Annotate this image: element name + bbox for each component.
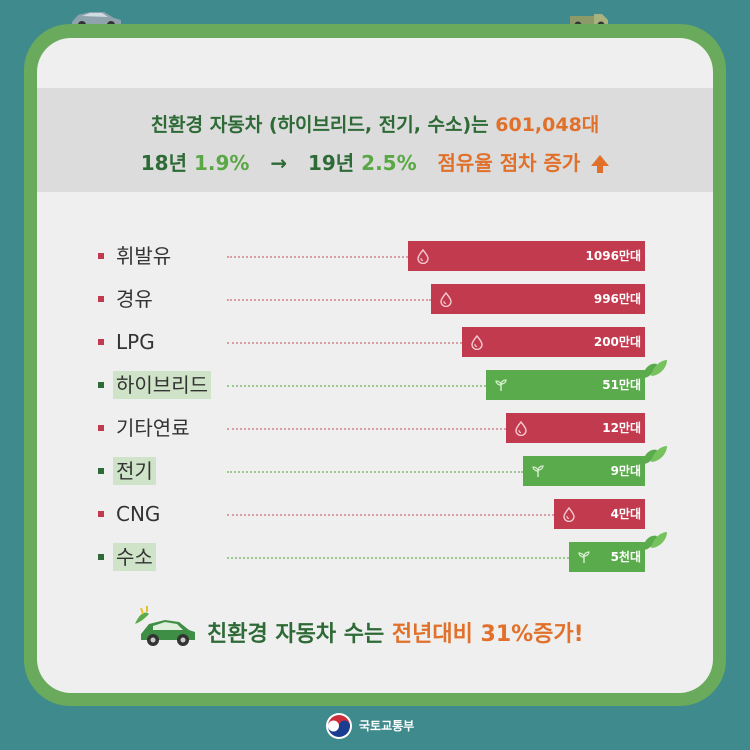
vehicle-type-label: 전기	[113, 457, 156, 485]
vehicle-type-label: LPG	[116, 330, 155, 354]
right-arrow-icon: →	[270, 151, 288, 175]
header-banner	[37, 88, 713, 192]
fuel-drop-icon	[513, 420, 529, 437]
vehicle-count-value: 9만대	[610, 464, 641, 478]
headline-prefix: 친환경 자동차 (하이브리드, 전기, 수소)는	[150, 114, 496, 136]
leaf-icon	[641, 442, 669, 466]
bullet-marker	[98, 511, 104, 517]
fuel-drop-icon	[469, 334, 485, 351]
bullet-marker	[98, 425, 104, 431]
year-18-share: 1.9%	[193, 151, 250, 175]
eco-car-icon	[135, 606, 195, 646]
vehicle-count-bar: 1096만대	[408, 241, 645, 271]
footer-prefix: 친환경 자동차 수는	[207, 622, 392, 647]
vehicle-row: 수소 5천대	[37, 532, 713, 572]
leaf-icon	[641, 356, 669, 380]
vehicle-row: 전기 9만대	[37, 446, 713, 486]
leader-dots	[227, 428, 506, 430]
vehicle-count-value: 51만대	[602, 378, 641, 392]
vehicle-type-label: 기타연료	[116, 416, 190, 440]
fuel-drop-icon	[561, 506, 577, 523]
ministry-logo: 국토교통부	[325, 712, 435, 740]
vehicle-count-value: 5천대	[610, 550, 641, 564]
vehicle-row: CNG 4만대	[37, 499, 713, 529]
vehicle-count-bar: 5천대	[569, 542, 645, 572]
fuel-drop-icon	[415, 248, 431, 265]
footer-growth: 전년대비 31%증가!	[391, 622, 584, 647]
vehicle-row: 휘발유 1096만대	[37, 241, 713, 271]
vehicle-row: 하이브리드 51만대	[37, 360, 713, 400]
vehicle-count-value: 4만대	[610, 507, 641, 521]
headline-total: 친환경 자동차 (하이브리드, 전기, 수소)는 601,048대	[37, 110, 713, 137]
year-19-share: 2.5%	[361, 151, 417, 175]
taegeuk-emblem-icon	[326, 713, 352, 739]
vehicle-count-value: 200만대	[593, 335, 641, 349]
arrow-up-icon	[591, 155, 610, 173]
bullet-marker	[98, 554, 104, 560]
vehicle-count-value: 12만대	[602, 421, 641, 435]
bullet-marker	[98, 253, 104, 259]
vehicle-count-bar: 200만대	[462, 327, 645, 357]
vehicle-type-label: 하이브리드	[113, 371, 211, 399]
sprout-icon	[493, 377, 509, 393]
content-card: 친환경 자동차 (하이브리드, 전기, 수소)는 601,048대 18년 1.…	[37, 38, 713, 693]
vehicle-count-bar: 9만대	[523, 456, 645, 486]
leader-dots	[227, 342, 462, 344]
footer-summary: 친환경 자동차 수는 전년대비 31%증가!	[207, 616, 584, 648]
leader-dots	[227, 299, 431, 301]
bullet-marker	[98, 382, 104, 388]
vehicle-type-label: 수소	[113, 543, 156, 571]
vehicle-count-value: 996만대	[593, 292, 641, 306]
vehicle-count-bar: 51만대	[486, 370, 645, 400]
vehicle-count-bar: 4만대	[554, 499, 645, 529]
vehicle-row: 기타연료 12만대	[37, 413, 713, 443]
vehicle-type-label: 경유	[116, 287, 153, 311]
ministry-name: 국토교통부	[359, 719, 415, 733]
vehicle-type-label: CNG	[116, 502, 161, 526]
leader-dots	[227, 256, 408, 258]
leader-dots	[227, 557, 569, 559]
sprout-icon	[576, 549, 592, 565]
vehicle-count-bar: 12만대	[506, 413, 645, 443]
vehicle-row: 경유 996만대	[37, 284, 713, 314]
year-19-label: 19년	[307, 151, 362, 175]
vehicle-count-bar: 996만대	[431, 284, 645, 314]
year-18-label: 18년	[140, 151, 194, 175]
sprout-icon	[530, 463, 546, 479]
trend-text: 점유율 점차 증가	[437, 151, 581, 175]
total-eco-cars: 601,048대	[495, 114, 600, 136]
headline-share: 18년 1.9% → 19년 2.5% 점유율 점차 증가	[37, 147, 713, 176]
fuel-drop-icon	[438, 291, 454, 308]
leader-dots	[227, 514, 554, 516]
bullet-marker	[98, 296, 104, 302]
vehicle-type-label: 휘발유	[116, 244, 172, 268]
leader-dots	[227, 385, 486, 387]
bullet-marker	[98, 339, 104, 345]
vehicle-row: LPG 200만대	[37, 327, 713, 357]
bullet-marker	[98, 468, 104, 474]
leader-dots	[227, 471, 523, 473]
leaf-icon	[641, 528, 669, 552]
vehicle-count-value: 1096만대	[585, 249, 641, 263]
